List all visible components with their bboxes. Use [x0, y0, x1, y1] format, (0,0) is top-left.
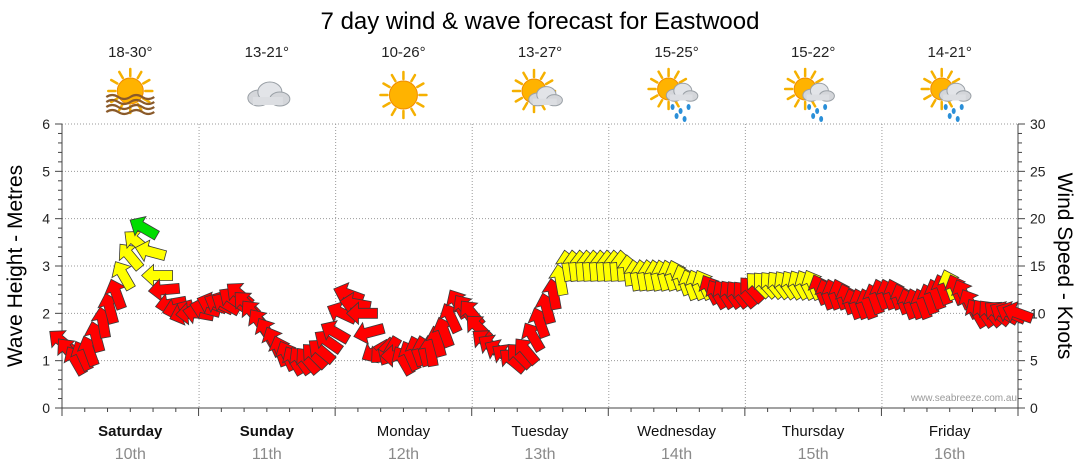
day-label: Monday — [377, 423, 431, 440]
wind-arrow — [345, 301, 378, 326]
right-axis-title: Wind Speed - Knots — [1053, 173, 1076, 360]
left-tick-label: 2 — [42, 305, 50, 321]
wind-arrow — [129, 215, 160, 241]
right-tick-label: 20 — [1030, 211, 1046, 227]
temperature-range: 10-26° — [381, 44, 425, 61]
date-label: 12th — [388, 446, 419, 463]
wind-arrow — [111, 261, 136, 292]
temperature-range: 13-27° — [518, 44, 562, 61]
temperature-range: 18-30° — [108, 44, 152, 61]
temperature-range: 14-21° — [928, 44, 972, 61]
left-tick-label: 6 — [42, 116, 50, 132]
wind-arrow — [521, 322, 546, 354]
right-tick-label: 30 — [1030, 116, 1046, 132]
date-label: 14th — [661, 446, 692, 463]
wind-arrows — [49, 215, 1035, 377]
right-tick-label: 5 — [1030, 353, 1038, 369]
temperature-range: 13-21° — [245, 44, 289, 61]
temperature-range: 15-25° — [654, 44, 698, 61]
wind-arrow — [353, 321, 386, 345]
left-tick-label: 4 — [42, 211, 50, 227]
partly-cloudy-icon — [511, 68, 563, 114]
day-label: Friday — [929, 423, 971, 440]
wind-arrow — [134, 239, 168, 263]
wind-arrow — [147, 278, 181, 302]
day-label: Saturday — [98, 423, 163, 440]
wind-arrow — [141, 263, 174, 288]
grid-lines — [62, 123, 1018, 408]
temperature-range: 15-22° — [791, 44, 835, 61]
day-label: Sunday — [240, 423, 295, 440]
right-tick-label: 10 — [1030, 305, 1046, 321]
daily-weather-row: 18-30° 13-21° 10-26° 13-27° 15-25° 15-22° 14-2… — [105, 44, 972, 122]
left-tick-label: 3 — [42, 258, 50, 274]
date-label: 13th — [524, 446, 555, 463]
left-tick-label: 0 — [42, 400, 50, 416]
wind-arrow — [320, 320, 352, 345]
date-label: 10th — [115, 446, 146, 463]
date-label: 16th — [934, 446, 965, 463]
day-label: Tuesday — [512, 423, 569, 440]
right-tick-label: 15 — [1030, 258, 1046, 274]
wind-arrow — [1002, 300, 1035, 324]
cloud-icon — [247, 81, 291, 107]
left-tick-label: 1 — [42, 353, 50, 369]
sun-icon — [379, 70, 428, 120]
day-label: Wednesday — [637, 423, 716, 440]
date-label: 15th — [798, 446, 829, 463]
sun-haze-icon — [105, 67, 155, 116]
credit-text: www.seabreeze.com.au — [910, 393, 1017, 404]
sun-shower-icon — [920, 67, 972, 122]
right-tick-label: 25 — [1030, 163, 1046, 179]
day-label: Thursday — [782, 423, 845, 440]
wind-arrow — [104, 278, 127, 311]
wind-arrow — [466, 315, 494, 343]
right-tick-label: 0 — [1030, 400, 1038, 416]
axes: 0 1 2 3 4 5 6 0 5 10 15 20 25 30 Saturday 10th Sunday 11t… — [42, 116, 1046, 463]
date-label: 11th — [252, 446, 282, 463]
sun-shower-icon — [783, 67, 835, 122]
chart-title: 7 day wind & wave forecast for Eastwood — [321, 8, 760, 35]
left-axis-title: Wave Height - Metres — [4, 165, 27, 367]
sun-shower-icon — [647, 67, 699, 122]
wind-arrow — [514, 338, 541, 367]
left-tick-label: 5 — [42, 163, 50, 179]
